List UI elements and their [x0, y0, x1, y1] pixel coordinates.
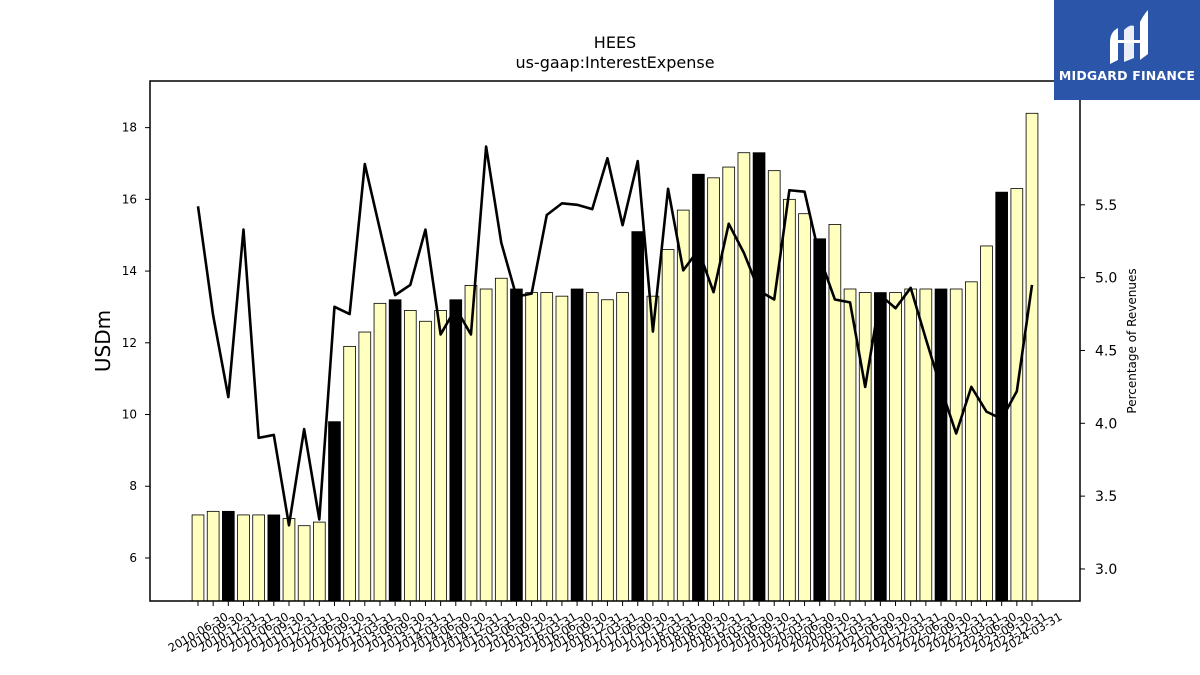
bar [980, 245, 993, 602]
midgard-logo-icon [1110, 10, 1148, 64]
bar [889, 292, 902, 602]
bar [434, 310, 447, 602]
bar [206, 510, 220, 602]
bar [616, 292, 629, 602]
bar [237, 514, 250, 602]
bar [419, 320, 432, 602]
logo-text: MIDGARD FINANCE [1058, 68, 1196, 83]
y-tick-label: 12 [122, 336, 137, 350]
bar [707, 177, 720, 602]
bar [965, 281, 978, 602]
y2-tick-label: 5.0 [1095, 271, 1117, 287]
bar [1010, 188, 1024, 602]
y-tick-label: 18 [122, 121, 137, 135]
bar [479, 288, 493, 602]
chart-subtitle: us-gaap:InterestExpense [515, 53, 714, 72]
bar [783, 198, 796, 602]
bar [949, 288, 963, 602]
bar [312, 521, 326, 602]
bar [843, 288, 857, 602]
bar [585, 292, 599, 602]
y2-tick-label: 4.5 [1095, 343, 1117, 359]
bar [252, 514, 265, 602]
bar [874, 292, 887, 602]
bar [343, 345, 356, 602]
x-axis: 2010-06-302010-09-302010-12-312011-03-31… [166, 601, 1065, 655]
y-tick-label: 16 [122, 192, 137, 206]
bar [661, 249, 675, 602]
bar [646, 295, 660, 602]
bar [358, 331, 372, 602]
bar [282, 518, 296, 602]
bar [995, 191, 1008, 602]
line-layer [196, 145, 1034, 527]
bar [191, 514, 205, 602]
bar [934, 288, 948, 602]
bar [403, 310, 417, 602]
series-line [196, 145, 1034, 527]
y2-tick-label: 4.0 [1095, 416, 1117, 432]
bar [222, 510, 235, 602]
right-axis: 3.0 3.5 4.0 4.5 5.0 5.5 [1080, 198, 1117, 578]
bar [828, 224, 842, 602]
logo: MIDGARD FINANCE [1054, 0, 1200, 100]
bar [388, 299, 402, 602]
y-tick-label: 6 [129, 551, 137, 565]
y-tick-label: 14 [122, 264, 137, 278]
bars-layer [191, 112, 1039, 602]
bar [737, 152, 751, 602]
bar [297, 525, 311, 602]
bar [328, 421, 341, 602]
bar [555, 295, 569, 602]
plot-frame [149, 80, 1081, 602]
y2-tick-label: 3.5 [1095, 489, 1117, 505]
bar [813, 238, 827, 602]
bar [525, 292, 538, 602]
bar [1025, 112, 1039, 602]
bar [858, 292, 872, 602]
bar [752, 152, 766, 602]
bar [570, 288, 584, 602]
y-tick-label: 10 [122, 408, 137, 422]
left-axis: 6 8 10 12 14 16 18 [122, 121, 150, 565]
bar [798, 213, 811, 602]
bar [373, 302, 387, 602]
bar [540, 292, 554, 602]
y2-tick-label: 5.5 [1095, 198, 1117, 214]
bar [692, 173, 705, 602]
y2-tick-label: 3.0 [1095, 562, 1117, 578]
bar [601, 299, 614, 602]
bar [631, 231, 645, 602]
y-axis-label: USDm [91, 310, 115, 372]
bar [449, 299, 463, 602]
bar [267, 514, 281, 602]
bar [494, 277, 508, 602]
y2-axis-label: Percentage of Revenues [1125, 268, 1139, 413]
chart-title: HEES [594, 33, 636, 52]
bar [510, 288, 523, 602]
bar [904, 288, 918, 602]
bar [767, 170, 781, 602]
y-tick-label: 8 [129, 479, 137, 493]
